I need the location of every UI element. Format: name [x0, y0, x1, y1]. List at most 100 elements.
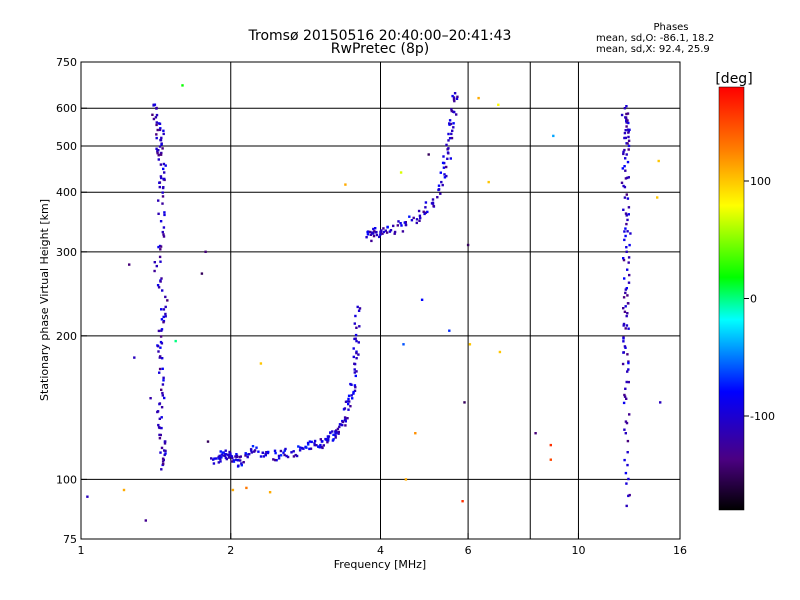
grid	[81, 62, 680, 539]
trace-point	[315, 444, 318, 447]
trace-point	[157, 423, 160, 427]
trace-point	[373, 230, 376, 233]
trace-point	[286, 455, 290, 459]
trace-point	[369, 230, 372, 234]
trace-point	[153, 261, 156, 264]
trace-point	[159, 355, 162, 358]
scatter-point	[420, 298, 424, 301]
trace-point	[162, 308, 166, 311]
trace-point	[625, 314, 628, 318]
scatter-point	[463, 401, 466, 404]
trace-point	[299, 446, 302, 449]
trace-point	[220, 453, 223, 456]
trace-point	[295, 454, 299, 458]
trace-point	[273, 449, 277, 452]
trace-point	[355, 326, 358, 329]
trace-point	[451, 94, 454, 98]
trace-point	[450, 132, 453, 136]
trace-point	[335, 431, 338, 434]
trace-point	[625, 105, 628, 108]
trace-point	[151, 113, 154, 116]
scatter-point	[245, 486, 248, 490]
trace-point	[450, 109, 453, 113]
trace-point	[239, 459, 242, 462]
trace-point	[160, 416, 163, 419]
trace-point	[627, 380, 630, 384]
trace-point	[159, 346, 162, 349]
trace-point	[313, 439, 317, 443]
trace-point	[382, 230, 386, 234]
trace-point	[336, 427, 340, 431]
trace-point	[231, 456, 234, 460]
trace-point	[310, 440, 313, 444]
trace-point	[397, 220, 400, 223]
trace-point	[319, 443, 322, 447]
trace-point	[624, 212, 628, 215]
trace-point	[308, 447, 311, 451]
trace-point	[162, 321, 165, 324]
trace-point	[443, 173, 446, 176]
trace-point	[162, 379, 165, 382]
trace-point	[626, 176, 629, 180]
trace-point	[404, 223, 408, 227]
trace-point	[161, 357, 164, 360]
trace-point	[230, 460, 233, 463]
scatter-point	[468, 343, 472, 346]
trace-point	[213, 457, 216, 460]
trace-point	[219, 457, 222, 461]
trace-point	[235, 455, 238, 458]
scatter-point	[402, 343, 405, 346]
trace-point	[161, 186, 165, 190]
trace-point	[166, 299, 169, 302]
trace-point	[344, 400, 348, 403]
trace-point	[162, 132, 165, 136]
trace-point	[418, 219, 421, 222]
trace-point	[264, 452, 267, 456]
trace-point	[624, 291, 627, 295]
scatter-point	[657, 159, 660, 163]
trace-point	[160, 406, 164, 409]
trace-point	[163, 449, 166, 452]
trace-point	[154, 116, 158, 119]
trace-point	[627, 360, 630, 363]
x-tick-label: 6	[465, 544, 472, 557]
scatter-point	[399, 171, 403, 174]
trace-point	[358, 325, 361, 328]
trace-point	[352, 390, 355, 394]
trace-point	[625, 482, 628, 485]
trace-point	[162, 235, 166, 238]
trace-point	[157, 286, 161, 289]
trace-point	[622, 340, 625, 343]
trace-point	[628, 493, 631, 497]
trace-point	[353, 371, 356, 374]
trace-point	[160, 446, 164, 450]
trace-point	[625, 118, 628, 121]
trace-point	[237, 464, 240, 467]
trace-point	[246, 455, 249, 459]
trace-point	[162, 129, 165, 132]
trace-point	[626, 119, 629, 122]
trace-point	[424, 201, 428, 204]
x-axis-label: Frequency [MHz]	[334, 558, 426, 571]
trace-point	[161, 289, 164, 292]
trace-point	[253, 449, 257, 452]
trace-point	[160, 143, 163, 146]
scatter-point	[181, 84, 184, 87]
trace-point	[157, 245, 160, 249]
phase-x-stats: mean, sd,X: 92.4, 25.9	[596, 44, 710, 55]
scatter-point	[552, 134, 555, 138]
trace-point	[159, 248, 162, 251]
trace-point	[371, 232, 374, 235]
trace-point	[623, 131, 627, 135]
trace-point	[620, 181, 624, 184]
trace-point	[218, 454, 221, 458]
trace-point	[627, 361, 630, 365]
trace-point	[624, 305, 627, 308]
trace-point	[350, 383, 353, 386]
trace-point	[353, 362, 356, 365]
trace-point	[623, 196, 627, 199]
trace-point	[326, 441, 329, 444]
trace-point	[384, 229, 387, 232]
trace-point	[366, 233, 370, 236]
trace-point	[158, 371, 161, 374]
